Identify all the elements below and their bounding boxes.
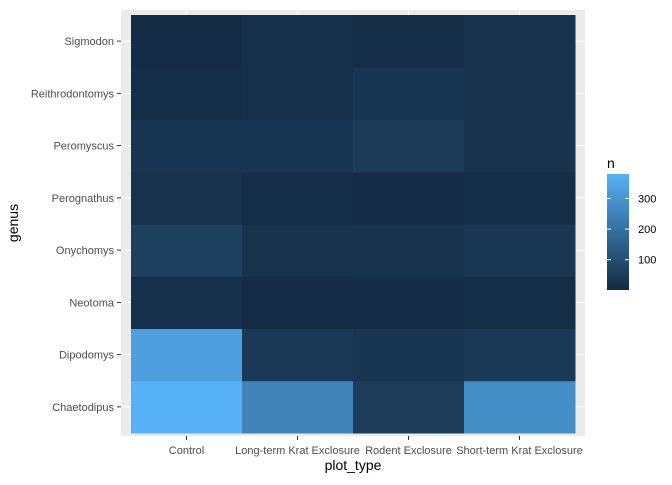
x-axis: Control Long-term Krat Exclosure Rodent Ex… xyxy=(169,436,583,457)
legend: n 100 200 300 xyxy=(607,155,656,290)
heatmap-tile xyxy=(353,380,465,434)
heatmap-tile xyxy=(464,380,576,434)
y-tick-label: Chaetodipus xyxy=(52,402,114,414)
heatmap-tile xyxy=(131,380,243,434)
y-tick-label: Perognathus xyxy=(52,193,115,205)
heatmap-tile xyxy=(242,276,354,329)
y-tick-label: Reithrodontomys xyxy=(31,88,115,100)
legend-ticks: 100 200 300 xyxy=(607,193,656,267)
heatmap-tile xyxy=(131,328,243,382)
legend-title: n xyxy=(607,155,615,171)
heatmap-tile xyxy=(131,67,243,120)
y-tick-label: Peromyscus xyxy=(53,141,114,153)
heatmap-tile xyxy=(464,15,576,68)
heatmap-tile xyxy=(242,224,354,277)
heatmap-tile xyxy=(464,171,576,225)
x-tick-label: Long-term Krat Exclosure xyxy=(235,445,360,457)
y-tick-label: Dipodomys xyxy=(59,350,115,362)
y-axis-title: genus xyxy=(5,204,21,242)
y-tick-label: Onychomys xyxy=(56,245,115,257)
x-tick-label: Control xyxy=(169,445,204,457)
heatmap-tile xyxy=(353,224,465,277)
legend-tick-label: 300 xyxy=(638,193,656,205)
legend-tick-label: 200 xyxy=(638,224,656,236)
heatmap-tile xyxy=(242,67,354,120)
heatmap-tile xyxy=(242,119,354,173)
heatmap-tile xyxy=(131,224,243,277)
heatmap-tile xyxy=(353,67,465,120)
heatmap-tile xyxy=(131,15,243,68)
tiles-layer xyxy=(131,15,576,434)
heatmap-tile xyxy=(242,380,354,434)
x-tick-label: Short-term Krat Exclosure xyxy=(456,445,583,457)
heatmap-tile xyxy=(242,328,354,382)
heatmap-tile xyxy=(464,328,576,382)
legend-tick-label: 100 xyxy=(638,255,656,267)
legend-colorbar xyxy=(607,174,629,290)
heatmap-tile xyxy=(464,67,576,120)
heatmap-tile xyxy=(131,119,243,173)
heatmap-tile xyxy=(353,276,465,329)
y-tick-label: Neotoma xyxy=(69,297,115,309)
heatmap-tile xyxy=(464,119,576,173)
heatmap-tile xyxy=(131,171,243,225)
x-tick-label: Rodent Exclosure xyxy=(365,445,452,457)
y-tick-label: Sigmodon xyxy=(64,36,114,48)
heatmap-tile xyxy=(242,15,354,68)
x-axis-title: plot_type xyxy=(325,457,382,473)
heatmap-tile xyxy=(464,224,576,277)
heatmap-tile xyxy=(131,276,243,329)
heatmap-tile xyxy=(353,328,465,382)
heatmap-tile xyxy=(353,15,465,68)
heatmap-tile xyxy=(353,171,465,225)
heatmap-tile xyxy=(353,119,465,173)
y-axis: Chaetodipus Dipodomys Neotoma Onychomys Pero… xyxy=(31,36,121,414)
heatmap-tile xyxy=(464,276,576,329)
heatmap-tile xyxy=(242,171,354,225)
